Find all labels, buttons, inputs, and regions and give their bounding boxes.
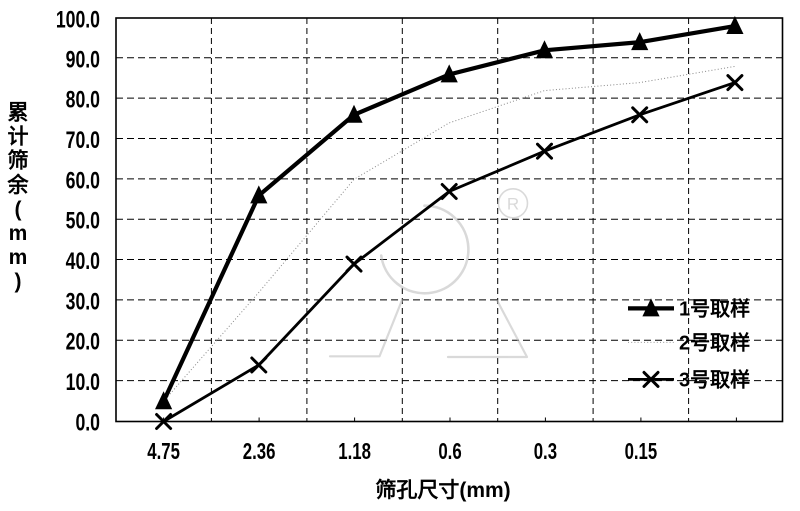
svg-text:90.0: 90.0 bbox=[66, 47, 100, 73]
svg-text:R: R bbox=[507, 195, 519, 214]
svg-text:累: 累 bbox=[8, 102, 29, 125]
svg-text:计: 计 bbox=[8, 126, 29, 149]
svg-text:3号取样: 3号取样 bbox=[679, 368, 750, 392]
svg-text:70.0: 70.0 bbox=[66, 127, 100, 153]
svg-text:100.0: 100.0 bbox=[56, 7, 100, 33]
svg-text:20.0: 20.0 bbox=[66, 329, 100, 355]
svg-text:10.0: 10.0 bbox=[66, 370, 100, 396]
svg-text:1.18: 1.18 bbox=[338, 440, 371, 465]
svg-text:40.0: 40.0 bbox=[66, 248, 100, 274]
svg-text:m: m bbox=[9, 222, 28, 245]
svg-text:0.0: 0.0 bbox=[75, 410, 100, 436]
svg-text:50.0: 50.0 bbox=[66, 208, 100, 234]
svg-text:60.0: 60.0 bbox=[66, 168, 100, 194]
svg-text:1号取样: 1号取样 bbox=[679, 297, 750, 321]
svg-text:30.0: 30.0 bbox=[66, 289, 100, 315]
svg-text:0.15: 0.15 bbox=[625, 440, 658, 465]
svg-text:0.3: 0.3 bbox=[534, 440, 557, 465]
svg-text:0.6: 0.6 bbox=[438, 440, 461, 465]
svg-text:余: 余 bbox=[7, 173, 30, 197]
svg-text:4.75: 4.75 bbox=[147, 440, 180, 465]
svg-text:80.0: 80.0 bbox=[66, 87, 100, 113]
svg-text:m: m bbox=[9, 246, 28, 269]
svg-text:筛: 筛 bbox=[8, 149, 29, 173]
svg-text:筛孔尺寸(mm): 筛孔尺寸(mm) bbox=[375, 478, 510, 502]
svg-text:2.36: 2.36 bbox=[243, 440, 276, 465]
svg-text:2号取样: 2号取样 bbox=[679, 331, 750, 355]
svg-text:): ) bbox=[15, 270, 22, 293]
svg-text:(: ( bbox=[15, 198, 22, 221]
